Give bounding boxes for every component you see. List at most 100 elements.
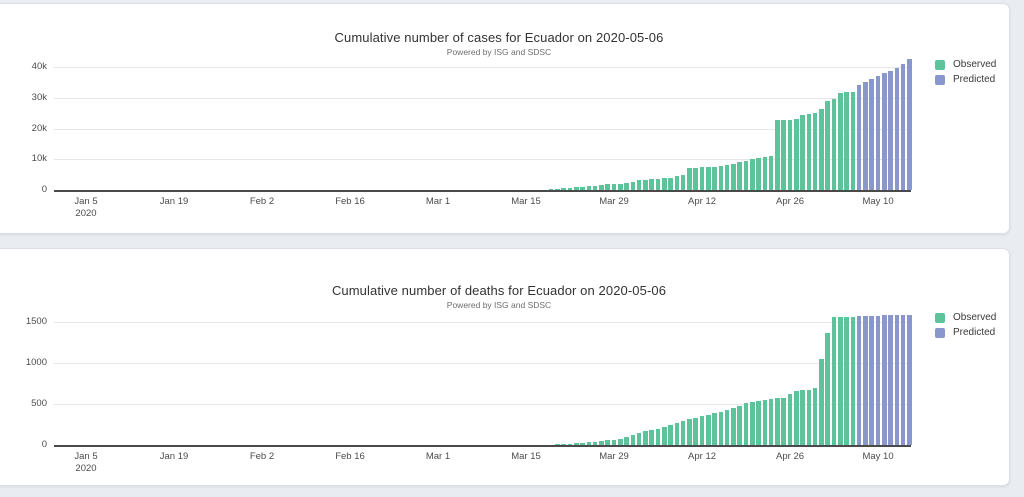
bar-observed bbox=[724, 410, 730, 445]
x-axis-tick-label: Feb 2 bbox=[249, 451, 275, 462]
observed-swatch-icon bbox=[935, 59, 945, 70]
bar-predicted bbox=[894, 315, 900, 445]
bar-observed bbox=[794, 118, 799, 190]
bar-predicted bbox=[907, 59, 912, 190]
x-axis-tick-sublabel: 2020 bbox=[75, 463, 97, 474]
legend-item-observed[interactable]: Observed bbox=[935, 310, 1009, 325]
x-axis-tick-label: Apr 26 bbox=[776, 196, 805, 207]
bar-predicted bbox=[869, 79, 875, 190]
bar-observed bbox=[850, 316, 856, 445]
y-axis-tick-label: 1000 bbox=[25, 356, 47, 368]
bar-observed bbox=[706, 166, 711, 190]
x-axis-tick-label: Feb 2 bbox=[249, 196, 275, 207]
bar-observed bbox=[680, 420, 686, 445]
bar-observed bbox=[750, 158, 755, 190]
legend-item-observed[interactable]: Observed bbox=[935, 57, 1009, 72]
cases-chart-subtitle: Powered by ISG and SDSC bbox=[446, 47, 552, 57]
bar-observed bbox=[649, 430, 655, 445]
bar-observed bbox=[618, 438, 623, 445]
plot-area[interactable] bbox=[54, 59, 912, 190]
bar-observed bbox=[712, 166, 717, 190]
plot-area[interactable] bbox=[54, 314, 912, 445]
predicted-swatch-icon bbox=[935, 74, 945, 85]
x-axis-tick-label: May 10 bbox=[862, 196, 894, 207]
bar-observed bbox=[800, 115, 805, 190]
bar-observed bbox=[718, 411, 724, 445]
bar-observed bbox=[630, 435, 636, 445]
bar-predicted bbox=[888, 71, 893, 190]
bar-predicted bbox=[875, 75, 881, 190]
bar-observed bbox=[819, 109, 824, 190]
bar-observed bbox=[762, 156, 768, 190]
bar-observed bbox=[561, 443, 567, 445]
bar-observed bbox=[655, 178, 661, 190]
bar-observed bbox=[586, 186, 592, 190]
bar-observed bbox=[668, 425, 673, 445]
bar-observed bbox=[580, 186, 585, 190]
bar-observed bbox=[831, 317, 837, 445]
bar-observed bbox=[561, 188, 567, 190]
bar-observed bbox=[592, 442, 598, 445]
x-axis-tick-label: Mar 29 bbox=[599, 196, 629, 207]
bar-observed bbox=[781, 120, 787, 190]
y-axis-tick-label: 500 bbox=[31, 397, 47, 409]
bar-observed bbox=[643, 179, 648, 190]
bar-observed bbox=[724, 164, 730, 190]
y-axis-tick-label: 10k bbox=[31, 153, 47, 165]
cases-chart-title: Cumulative number of cases for Ecuador o… bbox=[334, 30, 664, 45]
x-axis-tick-label: Mar 29 bbox=[599, 451, 629, 462]
bar-observed bbox=[555, 444, 560, 445]
bar-predicted bbox=[856, 316, 862, 445]
bar-observed bbox=[838, 316, 843, 445]
y-axis-tick-label: 30k bbox=[31, 91, 47, 103]
bar-observed bbox=[674, 176, 680, 190]
bar-observed bbox=[831, 99, 837, 190]
bar-observed bbox=[838, 93, 843, 190]
bar-observed bbox=[806, 114, 812, 190]
x-axis-tick-label: Mar 15 bbox=[511, 451, 541, 462]
bar-observed bbox=[712, 413, 717, 445]
gridline bbox=[54, 159, 910, 161]
bar-observed bbox=[750, 402, 755, 445]
bar-observed bbox=[718, 165, 724, 190]
bar-observed bbox=[781, 397, 787, 445]
bar-observed bbox=[819, 358, 824, 445]
x-axis-tick-label: Mar 1 bbox=[425, 451, 451, 462]
x-axis-tick-label: Jan 19 bbox=[159, 451, 189, 462]
x-axis-tick-label: Mar 1 bbox=[425, 196, 451, 207]
bar-observed bbox=[787, 120, 793, 190]
legend-item-predicted[interactable]: Predicted bbox=[935, 325, 1009, 340]
x-axis-tick-label: Apr 12 bbox=[688, 196, 717, 207]
bar-predicted bbox=[869, 315, 875, 445]
bar-observed bbox=[605, 184, 611, 190]
x-axis-tick-label: May 10 bbox=[862, 451, 894, 462]
gridline bbox=[54, 67, 910, 68]
bar-observed bbox=[618, 183, 623, 190]
y-axis-tick-label: 40k bbox=[31, 61, 47, 72]
legend-item-predicted[interactable]: Predicted bbox=[935, 72, 1009, 87]
legend-label: Predicted bbox=[953, 74, 996, 85]
bar-predicted bbox=[888, 315, 893, 445]
bar-observed bbox=[636, 180, 642, 190]
bar-observed bbox=[624, 437, 629, 445]
bar-observed bbox=[775, 398, 780, 445]
deaths-chart-title: Cumulative number of deaths for Ecuador … bbox=[331, 283, 667, 298]
x-axis-tick-label: Jan 5 2020 bbox=[56, 196, 116, 220]
bar-observed bbox=[731, 164, 736, 190]
bar-observed bbox=[643, 430, 648, 445]
bar-observed bbox=[699, 167, 705, 190]
bar-observed bbox=[825, 333, 831, 445]
bar-observed bbox=[794, 391, 799, 445]
bar-predicted bbox=[863, 82, 868, 190]
bar-predicted bbox=[900, 314, 906, 445]
bar-observed bbox=[555, 188, 560, 190]
bar-observed bbox=[580, 442, 585, 445]
bar-predicted bbox=[907, 314, 912, 445]
x-axis-tick-label: Jan 5 2020 bbox=[56, 451, 116, 475]
bar-observed bbox=[743, 403, 749, 445]
x-axis-tick-label: Feb 16 bbox=[335, 451, 365, 462]
gridline bbox=[54, 403, 910, 405]
x-axis-tick-label: Apr 12 bbox=[688, 451, 717, 462]
bar-predicted bbox=[900, 63, 906, 190]
